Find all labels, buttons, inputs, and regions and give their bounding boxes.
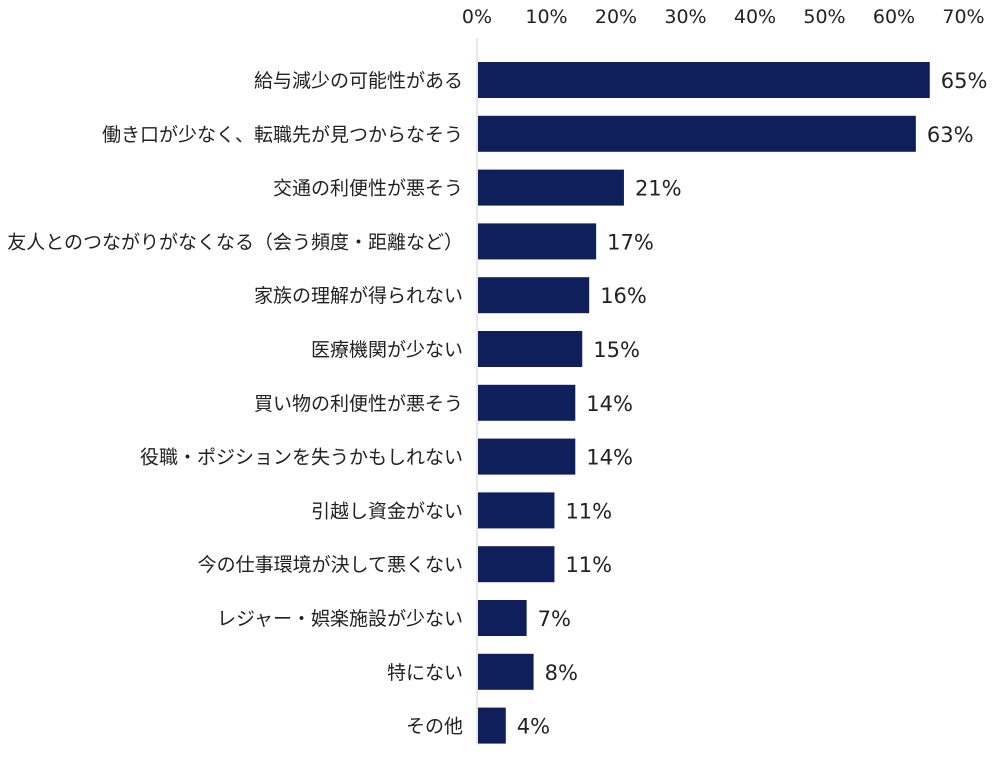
x-tick-label: 0% [462, 6, 492, 28]
x-tick-label: 50% [803, 6, 845, 28]
category-label: 働き口が少なく、転職先が見つからなそう [102, 124, 463, 146]
value-labels: 65% 63% 21% 17% 16% 15% 14% 14% 11% 11% 7% 8% 4% [517, 69, 988, 739]
category-label: レジャー・娯楽施設が少ない [217, 608, 463, 630]
data-label: 21% [635, 177, 682, 201]
x-tick-label: 70% [942, 6, 984, 28]
bar [478, 223, 597, 260]
category-label: 友人とのつながりがなくなる（会う頻度・距離など） [7, 231, 463, 253]
bar [478, 600, 527, 636]
data-label: 65% [941, 69, 988, 93]
x-axis-ticks: 0% 10% 20% 30% 40% 50% 60% 70% [462, 6, 985, 28]
category-label: 家族の理解が得られない [254, 285, 463, 307]
bar [478, 115, 916, 152]
bar [478, 546, 555, 583]
x-tick-label: 40% [734, 6, 776, 28]
bar [478, 331, 583, 367]
data-label: 7% [538, 607, 571, 631]
bar [478, 492, 555, 529]
category-label: 交通の利便性が悪そう [273, 178, 463, 200]
category-label: 医療機関が少ない [311, 339, 463, 361]
category-label: 引越し資金がない [311, 500, 463, 522]
bar [478, 169, 624, 206]
category-label: 買い物の利便性が悪そう [254, 393, 463, 415]
data-label: 11% [565, 499, 612, 523]
data-label: 63% [927, 123, 974, 147]
data-label: 11% [565, 553, 612, 577]
x-tick-label: 30% [664, 6, 706, 28]
category-label: その他 [406, 716, 463, 738]
data-label: 15% [593, 338, 640, 362]
category-label: 特にない [387, 662, 463, 684]
bar [478, 62, 930, 98]
data-label: 14% [586, 446, 633, 470]
category-label: 役職・ポジションを失うかもしれない [140, 447, 463, 469]
category-label: 給与減少の可能性がある [254, 70, 463, 92]
x-tick-label: 20% [595, 6, 637, 28]
data-label: 17% [607, 230, 654, 254]
x-tick-label: 10% [525, 6, 567, 28]
bar [478, 653, 534, 690]
x-tick-label: 60% [873, 6, 915, 28]
category-label: 今の仕事環境が決して悪くない [198, 554, 463, 576]
bars [478, 62, 930, 744]
bar [478, 277, 590, 314]
data-label: 4% [517, 715, 550, 739]
bar [478, 707, 506, 744]
data-label: 16% [600, 284, 647, 308]
data-label: 8% [545, 661, 578, 685]
bar [478, 384, 576, 421]
category-labels: 給与減少の可能性がある働き口が少なく、転職先が見つからなそう交通の利便性が悪そう… [7, 70, 463, 738]
data-label: 14% [586, 392, 633, 416]
bar [478, 438, 576, 475]
